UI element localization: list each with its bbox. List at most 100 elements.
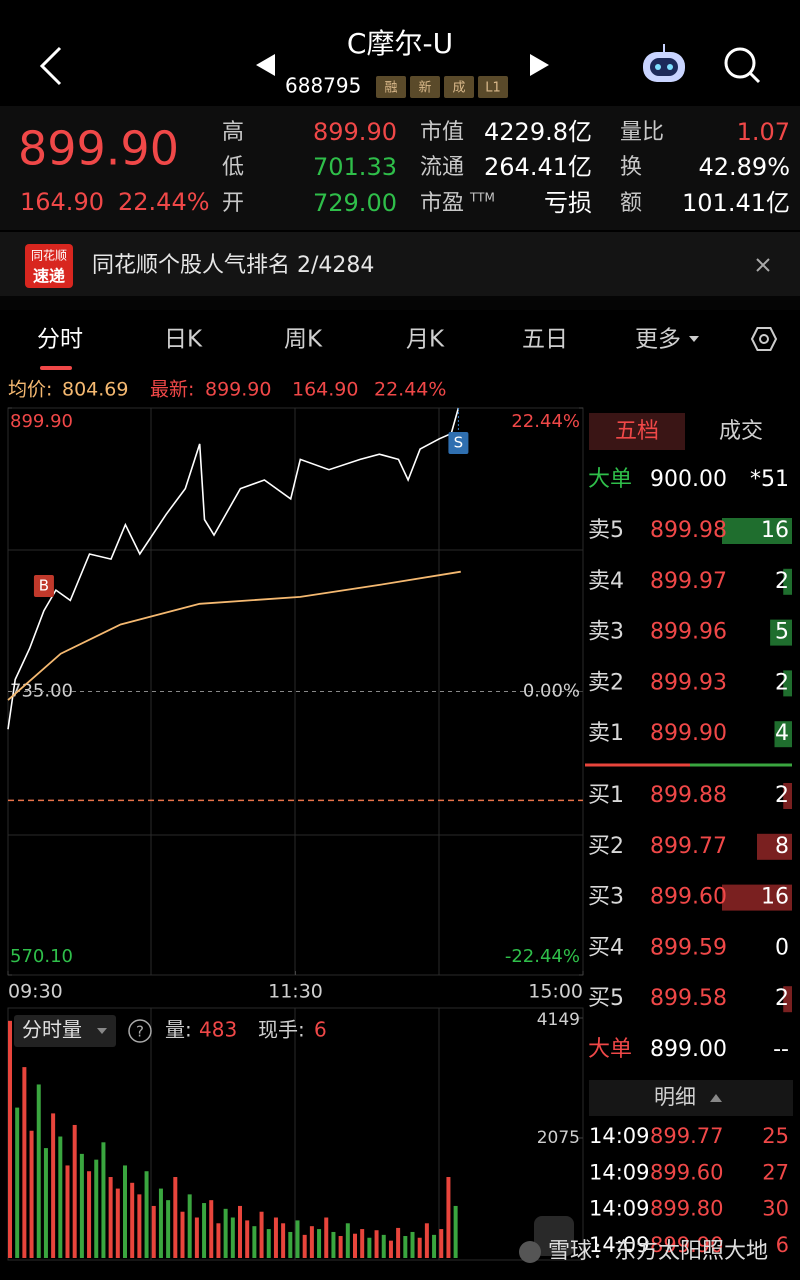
volume-bar (144, 1171, 149, 1258)
volume-bar (302, 1234, 307, 1258)
big-order-price: 899.00 (650, 1037, 727, 1062)
trade-qty: 6 (776, 1233, 789, 1257)
big-order-label: 大单 (588, 467, 632, 492)
order-tab[interactable]: 成交 (719, 419, 763, 444)
volume-bar (403, 1236, 408, 1258)
level-price: 899.60 (650, 885, 727, 910)
volume-bar (317, 1229, 322, 1258)
tab[interactable]: 分时 (37, 327, 83, 353)
order-tab[interactable]: 五档 (615, 419, 659, 444)
tab[interactable]: 周K (284, 327, 323, 353)
y-tick-label: 899.90 (10, 411, 73, 432)
trade-marker-label: B (39, 576, 49, 594)
volume-bar (381, 1234, 386, 1258)
depth-bar (722, 518, 792, 544)
volume-selector[interactable] (14, 1015, 116, 1047)
banner-panel (0, 232, 800, 296)
robot-icon[interactable] (643, 44, 685, 82)
volume-bar (94, 1159, 99, 1258)
banner-text[interactable]: 同花顺个股人气排名 2/4284 (92, 253, 374, 278)
volume-bar (338, 1236, 343, 1258)
volume-bar (374, 1230, 379, 1258)
stock-tag-label: 新 (418, 80, 431, 96)
trade-price: 899.80 (650, 1197, 723, 1221)
volume-bar (194, 1217, 199, 1258)
volume-bar (446, 1177, 451, 1258)
level-qty: 5 (775, 620, 789, 645)
trade-price: 899.77 (650, 1124, 723, 1148)
level-price: 899.93 (650, 670, 727, 695)
volume-bar (202, 1203, 207, 1258)
back-button[interactable] (39, 46, 62, 86)
big-order-qty: -- (773, 1037, 789, 1062)
tab[interactable]: 日K (164, 327, 203, 353)
quote-label: 高 (222, 120, 244, 145)
volume-bar (281, 1223, 286, 1258)
quote-label: 流通 (420, 155, 464, 180)
volume-bar (209, 1200, 214, 1258)
quote-value: 264.41亿 (484, 153, 592, 181)
volume-bar (273, 1217, 278, 1258)
volume-bar (238, 1205, 242, 1258)
level-label: 买4 (588, 935, 624, 960)
trade-marker (448, 432, 469, 454)
y2-tick-label: 0.00% (523, 681, 580, 702)
level-label: 买3 (588, 885, 624, 910)
order-tab-active (589, 413, 685, 450)
volume-bar (72, 1124, 77, 1258)
tab[interactable]: 五日 (522, 327, 568, 353)
tab[interactable]: 更多 (635, 327, 681, 353)
help-icon[interactable] (128, 1019, 152, 1043)
level-qty: 2 (775, 986, 789, 1011)
level-price: 899.59 (650, 935, 727, 960)
level-price: 899.98 (650, 518, 727, 543)
quote-value: 1.07 (737, 118, 790, 146)
x-tick-label: 09:30 (8, 981, 63, 1003)
watermark: 雪球：东方太阳照大地 (548, 1239, 768, 1264)
quote-label: 量比 (620, 120, 664, 145)
volume-bar (151, 1205, 156, 1258)
volume-bar (223, 1208, 228, 1258)
detail-arrow (710, 1094, 722, 1102)
tab[interactable]: 月K (406, 327, 445, 353)
volume-bar (360, 1229, 365, 1258)
stock-tag-label: L1 (485, 81, 501, 96)
settings-icon-dot (759, 334, 769, 344)
volume-bar (309, 1226, 314, 1258)
expand-button[interactable] (534, 1216, 574, 1256)
volume-bar (115, 1188, 120, 1258)
level-label: 买5 (588, 986, 624, 1011)
volume-bar (230, 1217, 235, 1258)
y-tick-label: 570.10 (10, 946, 73, 967)
level-label: 卖1 (588, 721, 624, 746)
volume-bar (8, 1020, 12, 1258)
volume-bar (367, 1237, 372, 1258)
settings-icon[interactable] (750, 327, 778, 351)
trade-qty: 25 (762, 1124, 789, 1148)
quote-label: 换 (620, 155, 642, 180)
volume-bar (123, 1165, 127, 1258)
volume-bar (259, 1211, 264, 1258)
big-order-qty: *51 (750, 467, 789, 492)
volume-bar (58, 1136, 63, 1258)
volume-bar (432, 1234, 437, 1258)
volume-value: 483 (199, 1018, 237, 1042)
trade-time: 14:09 (589, 1160, 650, 1184)
banner-close[interactable] (756, 258, 770, 272)
help-label: ? (136, 1023, 144, 1041)
quote-label: 额 (620, 191, 642, 216)
volume-bar (396, 1227, 401, 1258)
trade-price: 899.90 (650, 1233, 723, 1257)
trade-time: 14:09 (589, 1124, 650, 1148)
volume-bar (51, 1113, 56, 1258)
volume-bar (453, 1205, 458, 1258)
quote-value: 729.00 (313, 189, 397, 217)
level-qty: 8 (775, 834, 789, 859)
search-icon[interactable] (724, 47, 761, 84)
prev-button[interactable] (256, 54, 275, 76)
stock-tag (410, 76, 440, 98)
trade-marker-label: S (454, 434, 464, 452)
quote-label-sup: TTM (469, 191, 495, 205)
next-button[interactable] (530, 54, 549, 76)
